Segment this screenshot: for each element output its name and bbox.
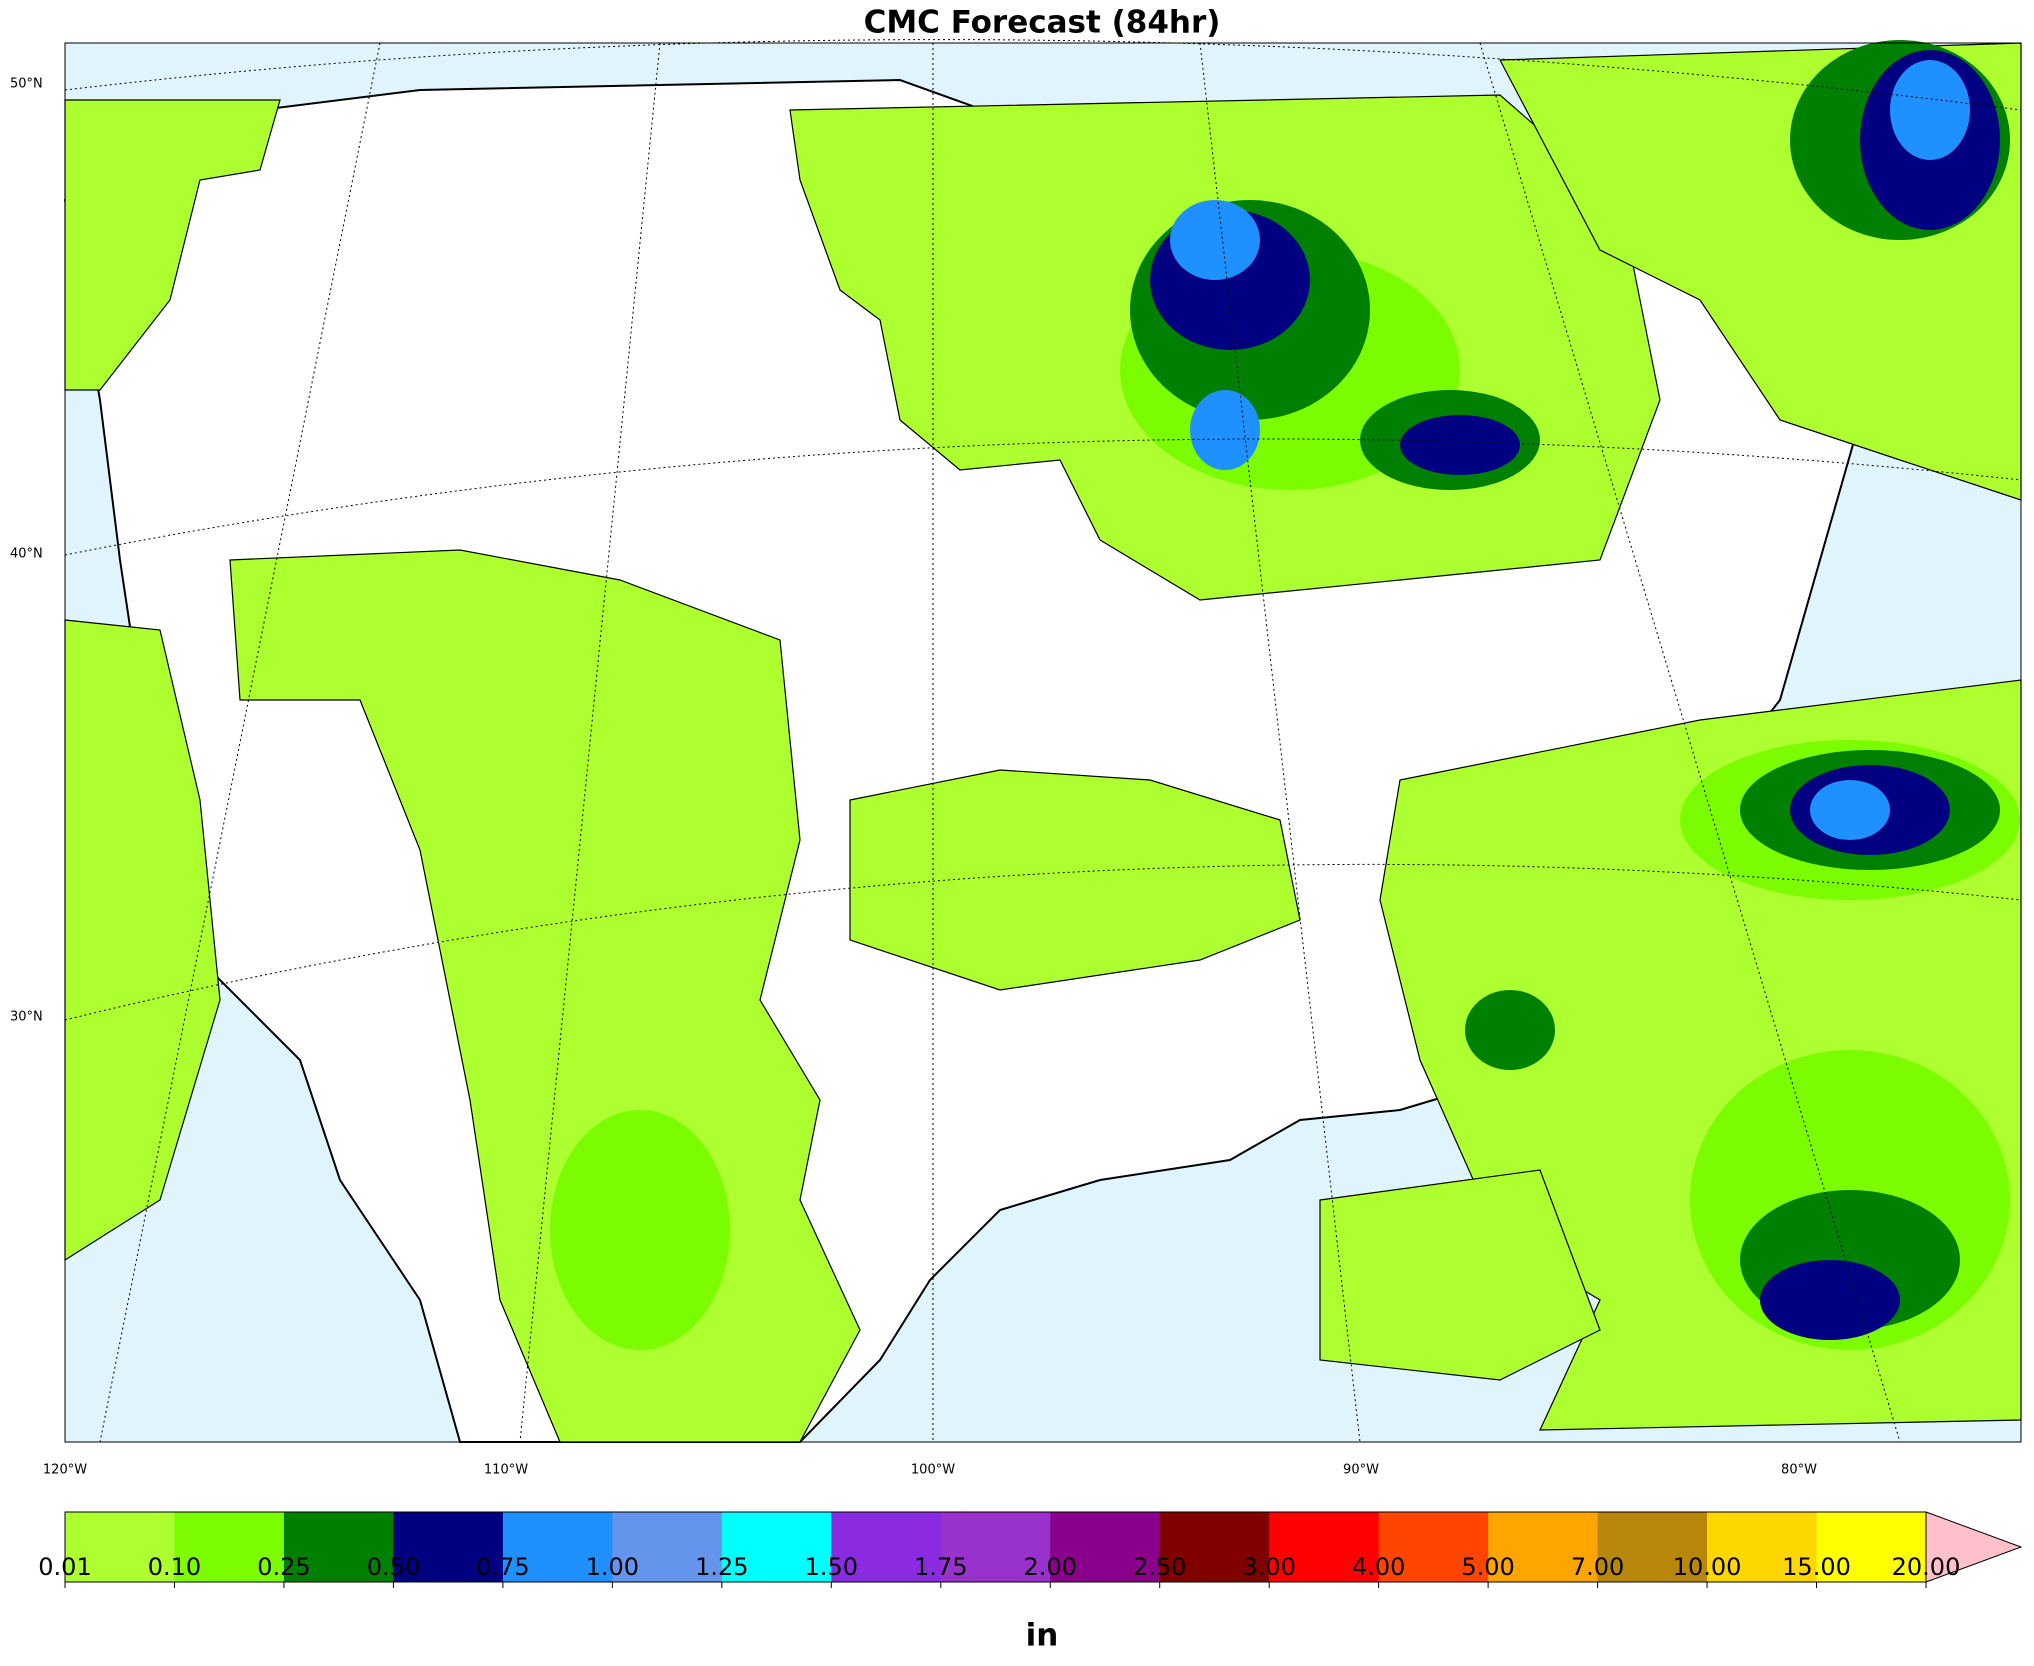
colorbar-bin	[831, 1512, 942, 1582]
precip-extreme	[1170, 60, 1970, 840]
colorbar-label: 0.10	[148, 1553, 201, 1581]
colorbar-bin	[940, 1512, 1051, 1582]
lat-label: 50°N	[10, 77, 43, 92]
map	[63, 39, 2022, 1443]
colorbar-label: 1.00	[586, 1553, 639, 1581]
map-frame	[64, 42, 2022, 1443]
lat-label: 40°N	[10, 547, 43, 562]
colorbar-bin	[1050, 1512, 1161, 1582]
colorbar-label: 4.00	[1352, 1553, 1405, 1581]
colorbar-bin	[502, 1512, 613, 1582]
colorbar-bin	[1269, 1512, 1380, 1582]
colorbar-frame	[64, 1511, 1927, 1583]
colorbar-label: 15.00	[1782, 1553, 1851, 1581]
lon-label: 90°W	[1343, 1463, 1379, 1478]
colorbar-label: 1.75	[914, 1553, 967, 1581]
colorbar-bin	[1159, 1512, 1270, 1582]
colorbar-bin	[283, 1512, 394, 1582]
colorbar-label: 2.00	[1024, 1553, 1077, 1581]
colorbar-bin	[612, 1512, 723, 1582]
colorbar-label: 20.00	[1892, 1553, 1961, 1581]
colorbar-label: 0.75	[476, 1553, 529, 1581]
colorbar: 0.01 0.10 0.25 0.50 0.75 1.00 1.25 1.50 1.75 2.00…	[38, 1511, 2023, 1588]
colorbar-label: 10.00	[1673, 1553, 1742, 1581]
lon-label: 120°W	[43, 1463, 87, 1478]
colorbar-label: 1.25	[695, 1553, 748, 1581]
lon-label: 110°W	[484, 1463, 528, 1478]
colorbar-bin	[1707, 1512, 1818, 1582]
lat-label: 30°N	[10, 1010, 43, 1025]
graticule	[64, 39, 2022, 1443]
colorbar-bin	[65, 1512, 175, 1582]
colorbar-unit: in	[1026, 1618, 1059, 1654]
lat-labels: 50°N 40°N 30°N	[10, 77, 43, 1025]
colorbar-label: 0.25	[257, 1553, 310, 1581]
colorbar-bin	[1488, 1512, 1599, 1582]
colorbar-label: 0.01	[38, 1553, 91, 1581]
colorbar-label: 0.50	[367, 1553, 420, 1581]
colorbar-bin	[1597, 1512, 1708, 1582]
colorbar-bin	[1378, 1512, 1489, 1582]
title: CMC Forecast (84hr)	[864, 5, 1221, 41]
colorbar-label: 2.50	[1133, 1553, 1186, 1581]
colorbar-label: 5.00	[1461, 1553, 1514, 1581]
colorbar-bin	[393, 1512, 504, 1582]
colorbar-bin	[721, 1512, 832, 1582]
colorbar-label: 3.00	[1242, 1553, 1295, 1581]
lon-labels: 120°W 110°W 100°W 90°W 80°W	[43, 1463, 1817, 1478]
lon-label: 100°W	[911, 1463, 955, 1478]
colorbar-label: 7.00	[1571, 1553, 1624, 1581]
colorbar-bin	[1816, 1512, 1927, 1582]
lon-label: 80°W	[1781, 1463, 1817, 1478]
colorbar-label: 1.50	[805, 1553, 858, 1581]
colorbar-bin	[174, 1512, 285, 1582]
